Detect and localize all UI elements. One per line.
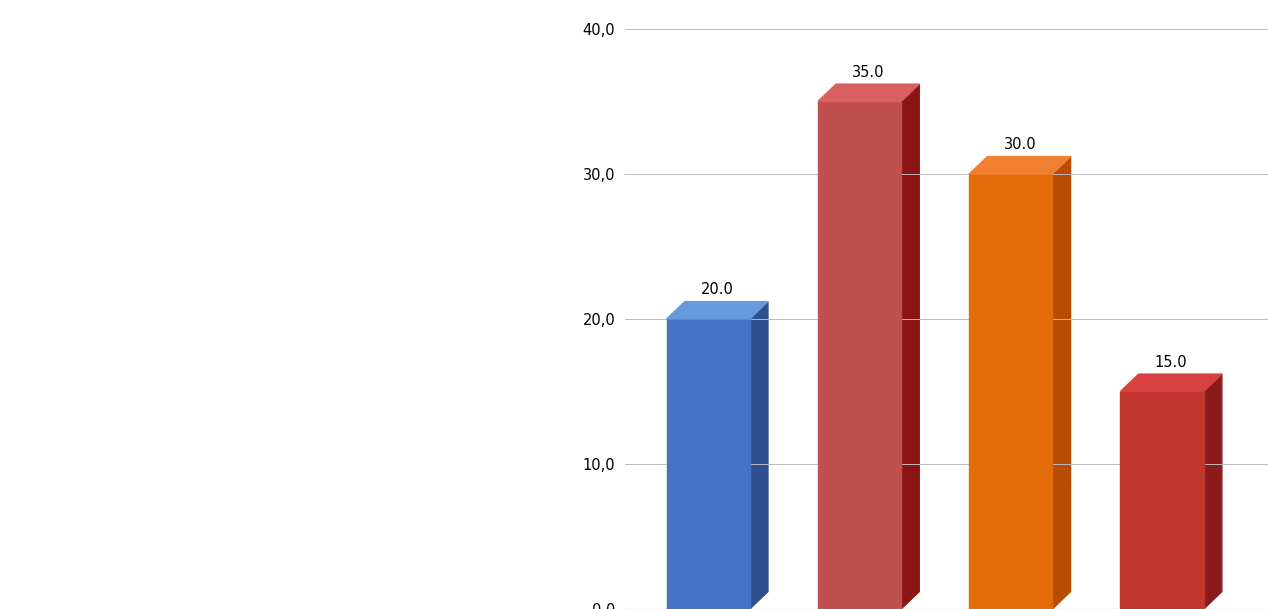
Bar [969,174,1052,609]
Text: 30.0: 30.0 [1003,137,1036,152]
Polygon shape [902,84,919,609]
Bar [818,102,902,609]
Text: 15.0: 15.0 [1155,355,1187,370]
Polygon shape [1052,157,1070,609]
Polygon shape [667,301,768,319]
Polygon shape [749,301,768,609]
Bar [667,319,749,609]
Text: 35.0: 35.0 [852,65,885,80]
Text: 20.0: 20.0 [701,282,734,297]
Polygon shape [969,157,1070,174]
Bar [1121,392,1203,609]
Polygon shape [1121,374,1222,392]
Polygon shape [1203,374,1222,609]
Polygon shape [818,84,919,102]
